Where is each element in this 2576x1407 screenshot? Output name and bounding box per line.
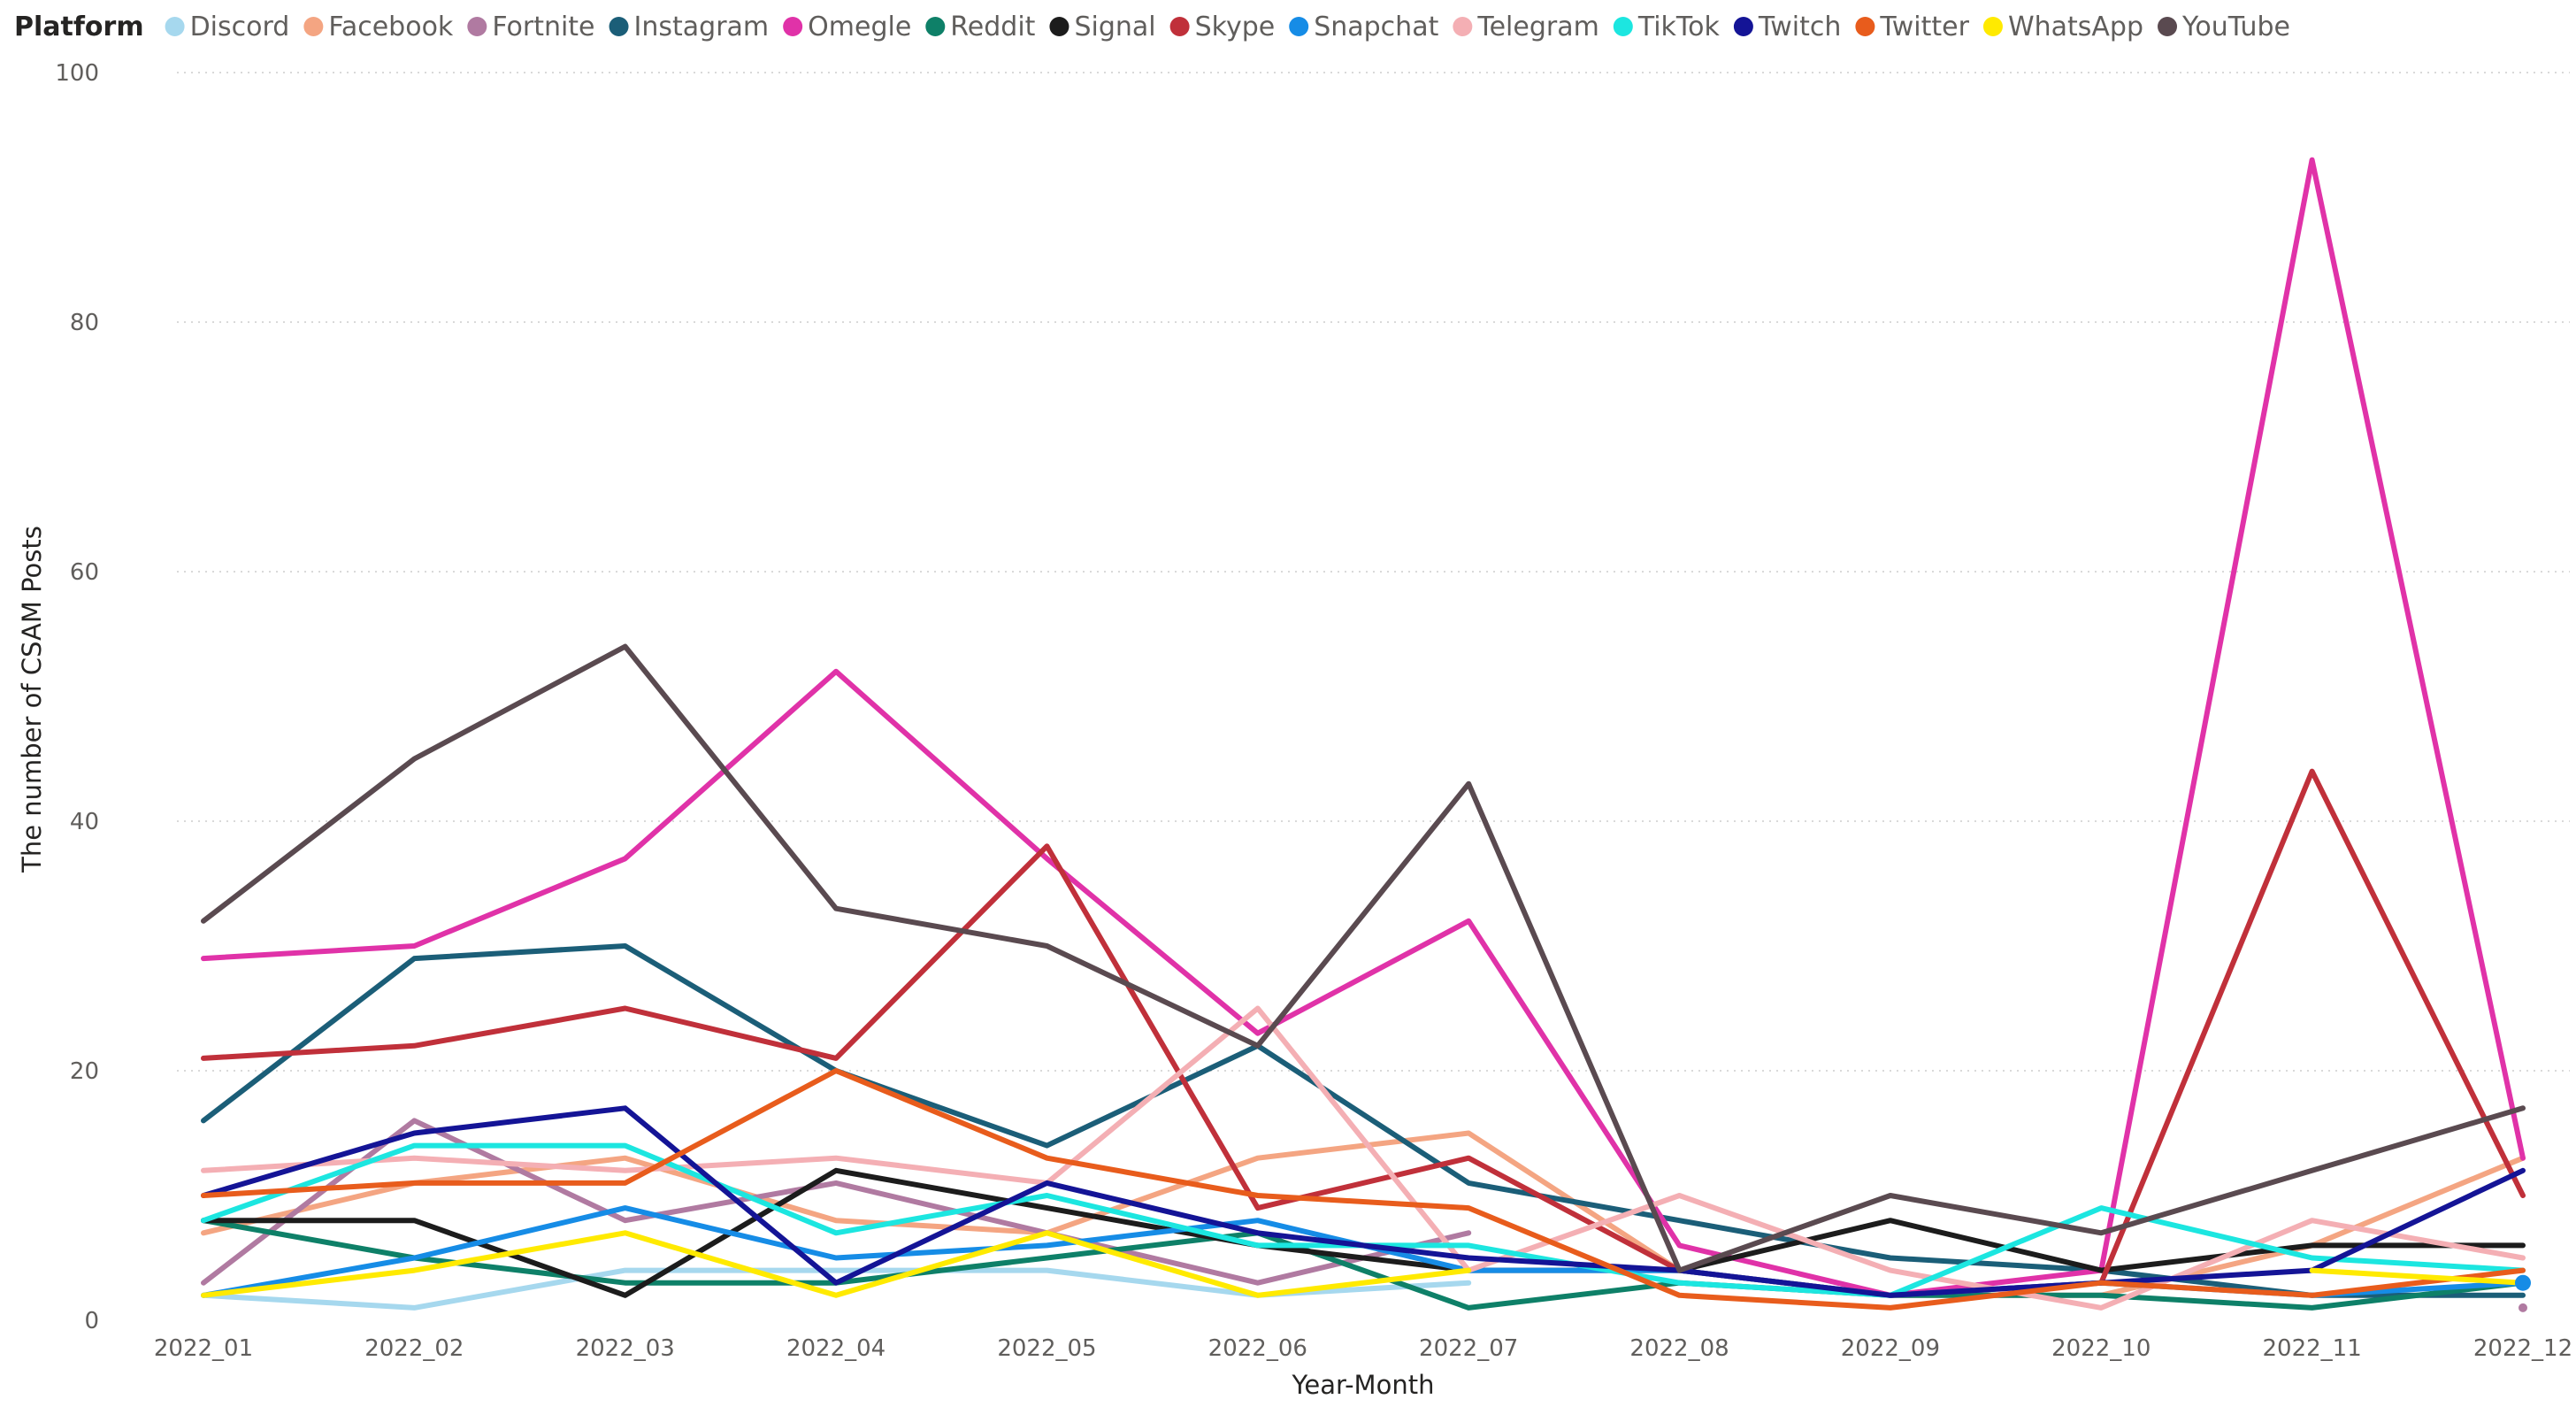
legend-label: WhatsApp xyxy=(2008,12,2143,42)
legend-label: Twitch xyxy=(1758,12,1842,42)
legend-item-discord[interactable]: Discord xyxy=(165,12,290,42)
legend-swatch xyxy=(1453,17,1473,36)
legend-swatch xyxy=(925,17,946,36)
legend-swatch xyxy=(1855,17,1875,36)
legend-item-reddit[interactable]: Reddit xyxy=(925,12,1036,42)
legend-swatch xyxy=(1289,17,1309,36)
legend-swatch xyxy=(1613,17,1633,36)
legend-swatch xyxy=(1169,17,1190,36)
series-line-telegram[interactable] xyxy=(201,1005,2526,1311)
legend-label: Discord xyxy=(190,12,290,42)
y-tick-label: 80 xyxy=(70,310,99,336)
legend-label: Telegram xyxy=(1476,12,1598,42)
series-line-youtube[interactable] xyxy=(201,643,2526,1273)
legend-item-twitter[interactable]: Twitter xyxy=(1855,12,1970,42)
legend-item-skype[interactable]: Skype xyxy=(1169,12,1276,42)
legend-item-tiktok[interactable]: TikTok xyxy=(1613,12,1721,42)
legend-item-telegram[interactable]: Telegram xyxy=(1453,12,1599,42)
x-tick-label: 2022_05 xyxy=(997,1335,1096,1362)
y-tick-label: 60 xyxy=(70,559,99,586)
legend-label: Facebook xyxy=(328,12,454,42)
legend-label: TikTok xyxy=(1637,12,1721,42)
x-tick-label: 2022_12 xyxy=(2473,1335,2572,1362)
series-point-fortnite[interactable] xyxy=(2518,1303,2527,1312)
legend-item-whatsapp[interactable]: WhatsApp xyxy=(1982,12,2143,42)
legend-label: Signal xyxy=(1074,12,1155,42)
series-line-signal[interactable] xyxy=(201,1167,2526,1298)
y-tick-label: 20 xyxy=(70,1058,99,1085)
series-line-omegle[interactable] xyxy=(201,157,2526,1298)
series-line-twitch[interactable] xyxy=(201,1105,2526,1298)
x-axis-ticks: 2022_01 2022_02 2022_03 2022_04 2022_05 2022_… xyxy=(154,1335,2572,1362)
x-tick-label: 2022_04 xyxy=(786,1335,886,1362)
legend-swatch xyxy=(1733,17,1753,36)
x-tick-label: 2022_03 xyxy=(576,1335,675,1362)
legend-item-signal[interactable]: Signal xyxy=(1049,12,1156,42)
legend-item-instagram[interactable]: Instagram xyxy=(609,12,770,42)
legend-item-twitch[interactable]: Twitch xyxy=(1733,12,1842,42)
series-line-whatsapp[interactable] xyxy=(201,1230,1472,1298)
x-tick-label: 2022_02 xyxy=(364,1335,464,1362)
series-line-twitter[interactable] xyxy=(201,1068,2526,1311)
series-line-skype[interactable] xyxy=(201,768,2526,1298)
legend-label: Fortnite xyxy=(492,12,594,42)
legend-title: Platform xyxy=(14,12,144,42)
y-tick-label: 100 xyxy=(55,60,99,87)
x-tick-label: 2022_08 xyxy=(1629,1335,1729,1362)
legend-item-omegle[interactable]: Omegle xyxy=(783,12,911,42)
legend-label: Snapchat xyxy=(1314,12,1438,42)
x-tick-label: 2022_11 xyxy=(2263,1335,2362,1362)
legend-swatch xyxy=(1049,17,1070,36)
legend-label: Twitter xyxy=(1879,12,1969,42)
x-tick-label: 2022_10 xyxy=(2051,1335,2150,1362)
legend-swatch xyxy=(609,17,629,36)
x-tick-label: 2022_09 xyxy=(1841,1335,1940,1362)
legend-label: Skype xyxy=(1195,12,1276,42)
legend-label: Reddit xyxy=(950,12,1035,42)
series-line-fortnite[interactable] xyxy=(201,1118,1472,1286)
y-axis-ticks: 0 20 40 60 80 100 xyxy=(55,60,99,1334)
y-tick-label: 0 xyxy=(84,1308,99,1334)
x-tick-label: 2022_01 xyxy=(154,1335,253,1362)
legend-item-youtube[interactable]: YouTube xyxy=(2158,12,2290,42)
series-lines xyxy=(201,157,2531,1312)
legend-label: YouTube xyxy=(2181,12,2290,42)
legend-swatch xyxy=(467,17,487,36)
legend-item-fortnite[interactable]: Fortnite xyxy=(467,12,595,42)
x-tick-label: 2022_06 xyxy=(1208,1335,1307,1362)
legend-swatch xyxy=(303,17,324,36)
series-line-whatsapp[interactable] xyxy=(2309,1267,2526,1286)
y-tick-label: 40 xyxy=(70,809,99,835)
legend-swatch xyxy=(783,17,803,36)
legend-label: Instagram xyxy=(634,12,770,42)
series-line-instagram[interactable] xyxy=(201,943,2526,1298)
gridlines xyxy=(177,72,2570,1072)
legend-item-facebook[interactable]: Facebook xyxy=(303,12,454,42)
legend-label: Omegle xyxy=(808,12,911,42)
x-axis-title: Year-Month xyxy=(1292,1370,1435,1400)
legend-item-snapchat[interactable]: Snapchat xyxy=(1289,12,1439,42)
legend: Platform Discord Facebook Fortnite Instagra… xyxy=(14,12,2290,42)
series-line-reddit[interactable] xyxy=(201,1218,2526,1311)
x-tick-label: 2022_07 xyxy=(1419,1335,1518,1362)
series-endpoint-marker[interactable] xyxy=(2515,1274,2531,1291)
legend-swatch xyxy=(2158,17,2178,36)
legend-swatch xyxy=(1982,17,2003,36)
legend-swatch xyxy=(165,17,185,36)
y-axis-title: The number of CSAM Posts xyxy=(17,526,47,873)
